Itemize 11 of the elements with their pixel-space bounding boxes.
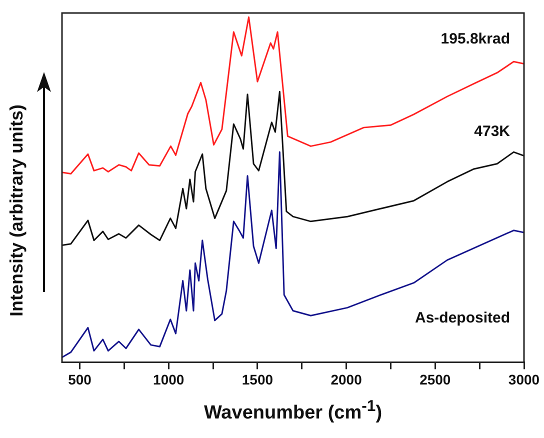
series-label: 473K — [474, 122, 510, 140]
x-tick-label: 2000 — [330, 371, 362, 388]
x-tick-label: 1500 — [242, 371, 274, 388]
series-label: 195.8krad — [440, 30, 510, 48]
x-tick-label: 2500 — [420, 371, 451, 388]
y-axis-title: Intensity (arbitrary units) — [6, 103, 28, 319]
x-axis-title: Wavenumber (cm$^{-1}$) — [202, 398, 384, 424]
x-tick-label: 3000 — [508, 371, 540, 388]
series-label: As-deposited — [414, 309, 510, 326]
x-tick-label: 1000 — [153, 371, 184, 388]
x-tick-label: 500 — [68, 371, 92, 388]
